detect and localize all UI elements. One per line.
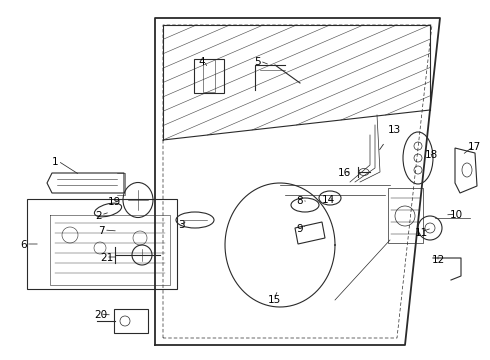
- Text: 5: 5: [254, 57, 261, 67]
- Text: 19: 19: [108, 197, 121, 207]
- Text: 13: 13: [388, 125, 401, 135]
- Text: 6: 6: [20, 240, 26, 250]
- Text: 20: 20: [94, 310, 107, 320]
- Text: 9: 9: [296, 224, 303, 234]
- Text: 21: 21: [100, 253, 113, 263]
- Text: 11: 11: [415, 228, 428, 238]
- Text: 15: 15: [268, 295, 281, 305]
- Text: 8: 8: [296, 196, 303, 206]
- Text: 4: 4: [198, 57, 205, 67]
- Text: 7: 7: [98, 226, 105, 236]
- Text: 1: 1: [52, 157, 59, 167]
- Text: 18: 18: [425, 150, 438, 160]
- Text: 2: 2: [95, 211, 101, 221]
- Text: 16: 16: [338, 168, 351, 178]
- Text: 14: 14: [322, 195, 335, 205]
- Text: 17: 17: [468, 142, 481, 152]
- Text: 10: 10: [450, 210, 463, 220]
- Text: 12: 12: [432, 255, 445, 265]
- Text: 3: 3: [178, 220, 185, 230]
